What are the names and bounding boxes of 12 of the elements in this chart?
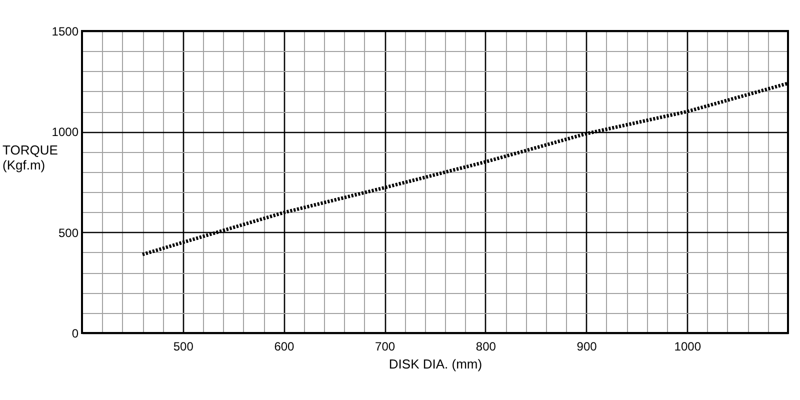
x-axis-title: DISK DIA. (mm) xyxy=(388,356,482,372)
x-tick-label: 700 xyxy=(375,340,396,354)
x-tick-label: 1000 xyxy=(674,340,702,354)
x-tick-label: 500 xyxy=(173,340,194,354)
y-tick-label: 0 xyxy=(72,326,79,340)
x-tick-label: 800 xyxy=(476,340,496,354)
y-axis-title: TORQUE (Kgf.m) xyxy=(2,142,58,172)
y-tick-label: 1000 xyxy=(52,125,79,140)
x-tick-label: 900 xyxy=(576,340,598,354)
y-tick-label: 500 xyxy=(58,226,79,240)
x-tick-label: 600 xyxy=(274,340,295,354)
y-tick-label: 1500 xyxy=(52,24,79,38)
